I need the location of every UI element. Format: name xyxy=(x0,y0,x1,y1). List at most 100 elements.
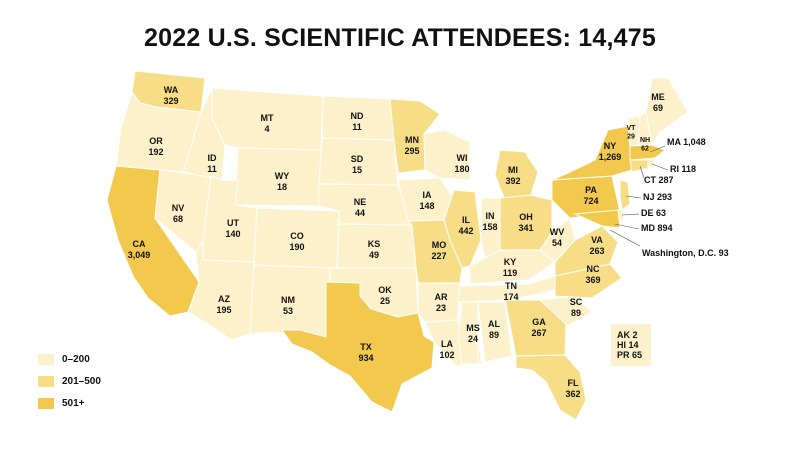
state-value-mt: 4 xyxy=(264,124,269,134)
state-value-co: 190 xyxy=(289,242,304,252)
legend-swatch-low xyxy=(38,353,54,365)
callout-line-ma xyxy=(649,145,666,153)
state-label-ct: CT 287 xyxy=(644,175,674,185)
state-abbr-sd: SD xyxy=(351,154,364,164)
state-abbr-me: ME xyxy=(651,92,665,102)
state-abbr-az: AZ xyxy=(218,294,230,304)
territory-label-ak: AK 2 xyxy=(617,330,638,340)
state-il xyxy=(443,189,482,269)
state-value-sd: 15 xyxy=(352,165,362,175)
state-ny xyxy=(551,125,633,181)
state-abbr-al: AL xyxy=(488,319,500,329)
state-value-oh: 341 xyxy=(518,223,533,233)
state-label-ma: MA 1,048 xyxy=(667,137,706,147)
state-abbr-ar: AR xyxy=(435,292,448,302)
state-value-ia: 148 xyxy=(419,201,434,211)
state-abbr-vt: VT xyxy=(627,125,637,132)
state-value-tn: 174 xyxy=(503,292,518,302)
state-abbr-ut: UT xyxy=(227,218,239,228)
state-abbr-wi: WI xyxy=(457,153,468,163)
state-value-wy: 18 xyxy=(277,182,287,192)
state-abbr-ne: NE xyxy=(354,197,367,207)
state-value-mo: 227 xyxy=(431,251,446,261)
state-abbr-tn: TN xyxy=(505,281,517,291)
state-ma xyxy=(629,144,666,161)
state-ct xyxy=(629,159,649,173)
state-abbr-va: VA xyxy=(591,235,603,245)
state-abbr-wv: WV xyxy=(550,227,565,237)
state-fl xyxy=(515,354,587,421)
state-label-nj: NJ 293 xyxy=(643,192,672,202)
state-label-ri: RI 118 xyxy=(670,164,696,174)
dc-label: Washington, D.C. 93 xyxy=(642,248,729,258)
legend-item-high: 501+ xyxy=(38,392,101,414)
state-value-me: 69 xyxy=(653,103,663,113)
state-abbr-ny: NY xyxy=(604,141,617,151)
state-abbr-ky: KY xyxy=(504,257,517,267)
state-value-ks: 49 xyxy=(369,250,379,260)
state-sc xyxy=(538,295,593,327)
state-value-wi: 180 xyxy=(454,164,469,174)
territory-label-hi: HI 14 xyxy=(617,340,639,350)
state-label-de: DE 63 xyxy=(641,208,666,218)
state-abbr-ga: GA xyxy=(532,317,546,327)
state-value-nv: 68 xyxy=(173,214,183,224)
state-value-ar: 23 xyxy=(436,303,446,313)
state-abbr-or: OR xyxy=(149,136,163,146)
state-abbr-ms: MS xyxy=(466,323,480,333)
state-value-ms: 24 xyxy=(468,334,478,344)
state-abbr-wa: WA xyxy=(164,85,179,95)
callout-line-de xyxy=(621,213,640,216)
state-value-pa: 724 xyxy=(583,196,598,206)
state-value-fl: 362 xyxy=(565,389,580,399)
state-value-in: 158 xyxy=(482,222,497,232)
state-value-al: 89 xyxy=(489,330,499,340)
state-ga xyxy=(504,299,567,357)
callout-line-ri xyxy=(651,163,669,171)
state-value-mi: 392 xyxy=(505,176,520,186)
state-value-ca: 3,049 xyxy=(128,250,151,260)
state-abbr-wy: WY xyxy=(275,171,290,181)
state-value-nm: 53 xyxy=(283,306,293,316)
state-value-ga: 267 xyxy=(531,328,546,338)
state-nj xyxy=(619,179,631,211)
state-value-nh: 62 xyxy=(641,146,649,153)
state-abbr-pa: PA xyxy=(585,185,597,195)
legend-label-mid: 201–500 xyxy=(62,375,101,387)
state-abbr-mi: MI xyxy=(508,165,518,175)
state-value-nc: 369 xyxy=(585,275,600,285)
callout-line-ct xyxy=(639,165,645,179)
state-value-sc: 89 xyxy=(571,308,581,318)
state-abbr-tx: TX xyxy=(360,342,372,352)
state-value-ne: 44 xyxy=(355,208,365,218)
state-value-tx: 934 xyxy=(358,353,373,363)
state-pa xyxy=(551,175,621,219)
state-abbr-nc: NC xyxy=(587,264,600,274)
state-abbr-in: IN xyxy=(486,211,495,221)
state-abbr-ia: IA xyxy=(423,190,433,200)
state-value-mn: 295 xyxy=(404,146,419,156)
state-value-wv: 54 xyxy=(552,238,562,248)
state-label-md: MD 894 xyxy=(641,223,673,233)
state-ri xyxy=(647,157,656,169)
state-al xyxy=(477,301,513,363)
territories-box xyxy=(611,324,651,366)
state-abbr-nh: NH xyxy=(640,137,650,144)
legend: 0–200 201–500 501+ xyxy=(38,348,101,414)
state-value-vt: 29 xyxy=(627,134,635,141)
state-value-az: 195 xyxy=(216,305,231,315)
state-abbr-fl: FL xyxy=(568,378,579,388)
state-abbr-nm: NM xyxy=(281,295,295,305)
state-abbr-co: CO xyxy=(290,231,304,241)
state-value-va: 263 xyxy=(589,246,604,256)
map-title: 2022 U.S. SCIENTIFIC ATTENDEES: 14,475 xyxy=(144,24,656,52)
state-abbr-il: IL xyxy=(462,215,471,225)
legend-item-mid: 201–500 xyxy=(38,370,101,392)
state-tx xyxy=(281,281,435,413)
state-value-wa: 329 xyxy=(163,96,178,106)
state-abbr-mn: MN xyxy=(405,135,419,145)
state-value-il: 442 xyxy=(458,226,473,236)
legend-label-high: 501+ xyxy=(62,397,85,409)
state-abbr-id: ID xyxy=(208,153,218,163)
